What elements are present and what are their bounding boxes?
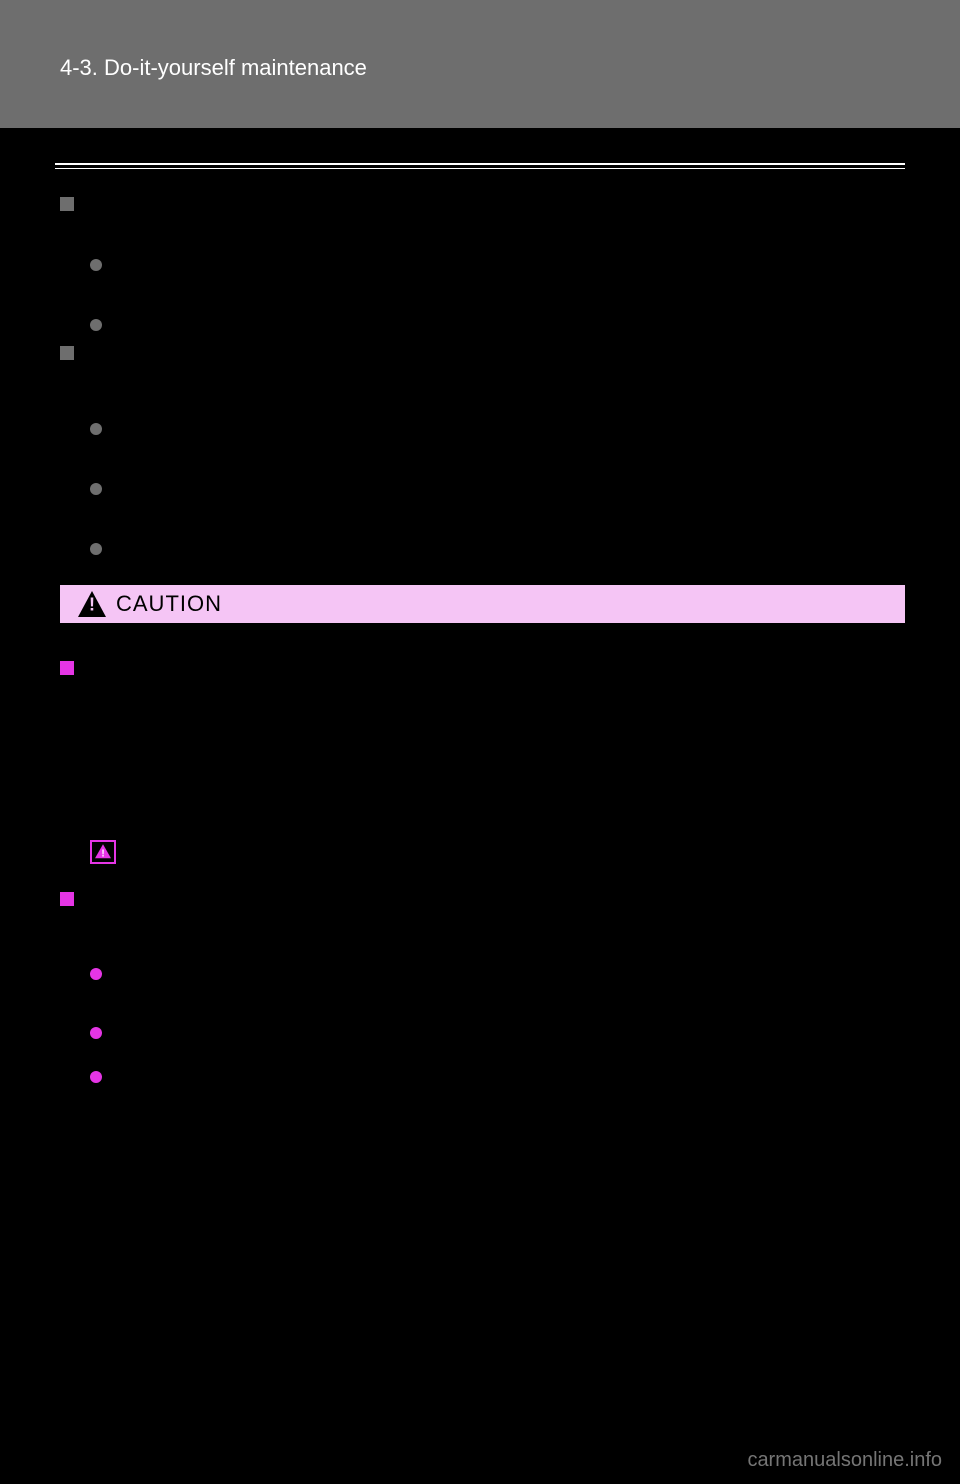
caution-label: CAUTION <box>116 591 222 617</box>
warning-triangle-icon <box>78 591 106 617</box>
caution-bullet-item <box>60 964 905 980</box>
square-bullet-icon <box>60 197 74 211</box>
square-bullet-icon <box>60 346 74 360</box>
round-bullet-icon <box>90 423 102 435</box>
section-2 <box>55 343 905 555</box>
bullet-item <box>60 254 905 271</box>
caution-bullet-item <box>60 1067 905 1083</box>
divider-rule <box>55 163 905 169</box>
round-bullet-icon <box>90 543 102 555</box>
round-bullet-icon <box>90 319 102 331</box>
pink-round-bullet-icon <box>90 968 102 980</box>
caution-banner: CAUTION <box>60 585 905 623</box>
watermark: carmanualsonline.info <box>747 1449 942 1472</box>
pink-square-bullet-icon <box>60 892 74 906</box>
section-title: 4-3. Do-it-yourself maintenance <box>60 55 367 81</box>
caution-bullet-item <box>60 1023 905 1039</box>
round-bullet-icon <box>90 483 102 495</box>
page-header: 4-3. Do-it-yourself maintenance <box>0 0 960 128</box>
bullet-item <box>60 478 905 495</box>
bullet-item <box>60 314 905 331</box>
inline-warning-icon: ! <box>90 840 116 864</box>
bullet-item <box>60 418 905 435</box>
pink-square-bullet-icon <box>60 661 74 675</box>
caution-content: ! <box>55 638 905 1083</box>
section-1 <box>55 194 905 331</box>
pink-round-bullet-icon <box>90 1071 102 1083</box>
bullet-item <box>60 538 905 555</box>
pink-round-bullet-icon <box>90 1027 102 1039</box>
content-area: CAUTION ! <box>0 128 960 1083</box>
round-bullet-icon <box>90 259 102 271</box>
